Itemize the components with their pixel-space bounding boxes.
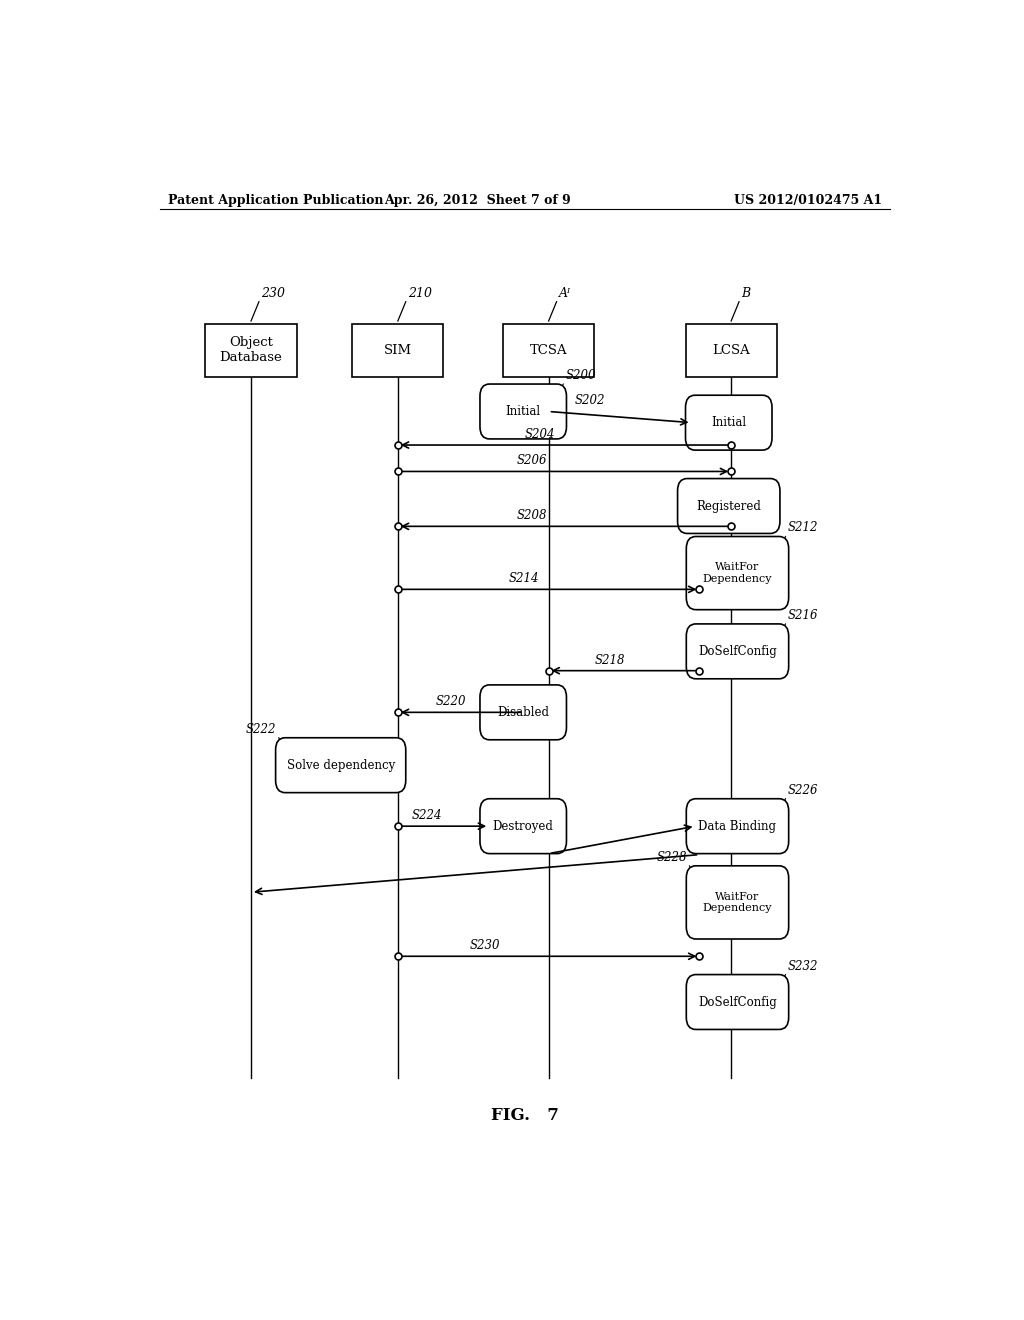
Text: DoSelfConfig: DoSelfConfig — [698, 995, 777, 1008]
Text: DoSelfConfig: DoSelfConfig — [698, 645, 777, 657]
FancyBboxPatch shape — [678, 479, 780, 533]
Text: S228: S228 — [656, 851, 687, 863]
Text: S220: S220 — [436, 696, 466, 709]
Text: S224: S224 — [412, 809, 442, 822]
Text: S230: S230 — [469, 940, 500, 952]
Text: S204: S204 — [524, 428, 555, 441]
Text: Disabled: Disabled — [498, 706, 549, 719]
Text: Patent Application Publication: Patent Application Publication — [168, 194, 383, 207]
Text: WaitFor
Dependency: WaitFor Dependency — [702, 891, 772, 913]
FancyBboxPatch shape — [685, 325, 777, 378]
FancyBboxPatch shape — [275, 738, 406, 792]
Text: S218: S218 — [595, 653, 625, 667]
Text: S212: S212 — [787, 521, 818, 535]
FancyBboxPatch shape — [686, 974, 788, 1030]
Text: WaitFor
Dependency: WaitFor Dependency — [702, 562, 772, 583]
Text: S216: S216 — [787, 609, 818, 622]
Text: TCSA: TCSA — [529, 345, 567, 356]
FancyBboxPatch shape — [480, 685, 566, 739]
Text: 210: 210 — [409, 286, 432, 300]
FancyBboxPatch shape — [503, 325, 594, 378]
Text: Initial: Initial — [712, 416, 746, 429]
Text: Destroyed: Destroyed — [493, 820, 554, 833]
Text: LCSA: LCSA — [713, 345, 750, 356]
Text: Registered: Registered — [696, 499, 761, 512]
Text: Initial: Initial — [506, 405, 541, 418]
FancyBboxPatch shape — [686, 624, 788, 678]
Text: FIG.   7: FIG. 7 — [490, 1107, 559, 1125]
Text: S214: S214 — [509, 573, 540, 585]
Text: Aᴵ: Aᴵ — [559, 286, 571, 300]
Text: US 2012/0102475 A1: US 2012/0102475 A1 — [734, 194, 882, 207]
FancyBboxPatch shape — [352, 325, 443, 378]
FancyBboxPatch shape — [206, 325, 297, 378]
FancyBboxPatch shape — [686, 866, 788, 939]
Text: Data Binding: Data Binding — [698, 820, 776, 833]
Text: S226: S226 — [787, 784, 818, 797]
Text: S206: S206 — [517, 454, 548, 467]
Text: SIM: SIM — [384, 345, 412, 356]
Text: Apr. 26, 2012  Sheet 7 of 9: Apr. 26, 2012 Sheet 7 of 9 — [384, 194, 570, 207]
FancyBboxPatch shape — [686, 536, 788, 610]
Text: 230: 230 — [261, 286, 286, 300]
Text: B: B — [741, 286, 751, 300]
Text: Solve dependency: Solve dependency — [287, 759, 395, 772]
Text: S222: S222 — [246, 723, 276, 735]
FancyBboxPatch shape — [480, 799, 566, 854]
FancyBboxPatch shape — [685, 395, 772, 450]
FancyBboxPatch shape — [480, 384, 566, 440]
Text: S202: S202 — [574, 395, 605, 408]
FancyBboxPatch shape — [686, 799, 788, 854]
Text: Object
Database: Object Database — [219, 337, 283, 364]
Text: S200: S200 — [565, 370, 596, 381]
Text: S208: S208 — [517, 510, 548, 523]
Text: S232: S232 — [787, 960, 818, 973]
